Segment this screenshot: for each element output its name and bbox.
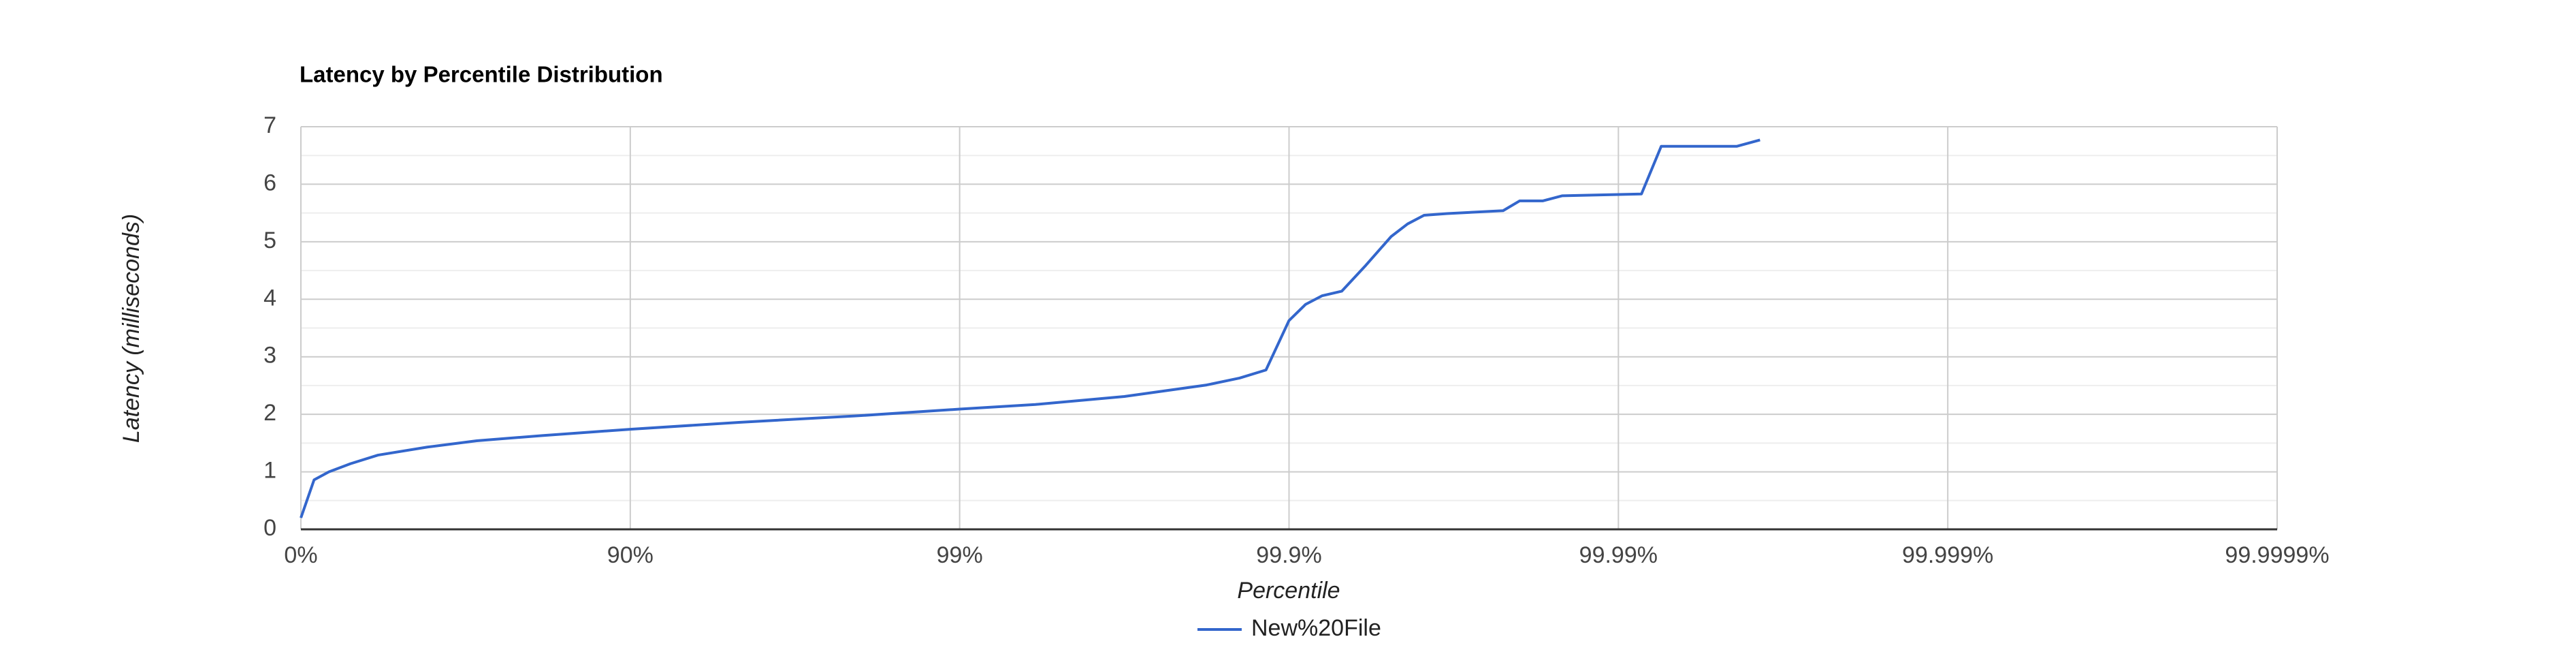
chart-title: Latency by Percentile Distribution <box>300 62 663 87</box>
x-tick-label: 99.9999% <box>2225 542 2329 568</box>
x-tick-label: 99% <box>937 542 983 568</box>
x-tick-label: 90% <box>607 542 654 568</box>
y-axis-label: Latency (milliseconds) <box>118 214 144 443</box>
x-axis-label: Percentile <box>1237 578 1340 604</box>
legend-label: New%20File <box>1251 615 1381 641</box>
series-line <box>300 138 1760 518</box>
y-tick-label: 5 <box>263 228 276 253</box>
y-tick-label: 2 <box>263 400 276 426</box>
y-tick-label: 6 <box>263 170 276 196</box>
y-tick-label: 3 <box>263 343 276 369</box>
x-tick-label: 0% <box>284 542 317 568</box>
y-tick-label: 1 <box>263 458 276 484</box>
y-tick-label: 0 <box>263 515 276 541</box>
y-tick-label: 4 <box>263 285 276 311</box>
x-tick-label: 99.999% <box>1902 542 1993 568</box>
y-tick-label: 7 <box>263 112 276 138</box>
x-tick-label: 99.99% <box>1579 542 1658 568</box>
x-tick-label: 99.9% <box>1256 542 1321 568</box>
